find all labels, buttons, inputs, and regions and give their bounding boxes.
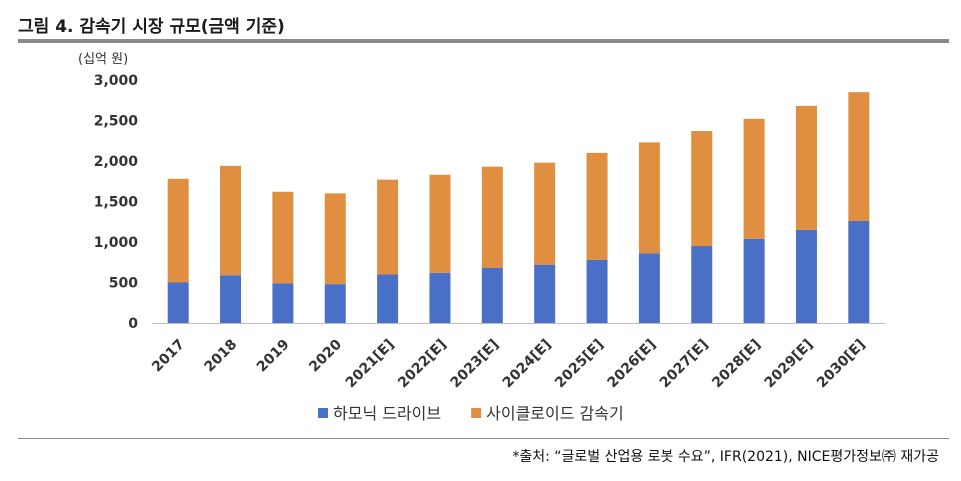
bar-segment xyxy=(743,238,765,323)
source-note: *출처: “글로벌 산업용 로봇 수요”, IFR(2021), NICE평가정… xyxy=(512,449,939,465)
x-tick-label: 2029[E] xyxy=(762,337,817,392)
bar-segment xyxy=(481,267,503,323)
bar-segment xyxy=(167,178,189,283)
bar-segment xyxy=(795,229,817,323)
x-tick-label: 2020 xyxy=(306,336,345,375)
bar-segment xyxy=(220,275,242,323)
bar-segment xyxy=(481,166,503,268)
x-tick-label: 2027[E] xyxy=(657,337,712,392)
x-tick-label: 2022[E] xyxy=(395,337,450,392)
bar-segment xyxy=(429,174,451,273)
bar-segment xyxy=(691,131,713,247)
y-tick-label: 2,500 xyxy=(94,114,139,130)
bar-segment xyxy=(534,162,556,265)
bar-segment xyxy=(848,220,870,323)
bar-segment xyxy=(848,92,870,221)
legend-swatch xyxy=(318,408,328,418)
x-tick-label: 2026[E] xyxy=(605,337,660,392)
legend-label: 하모닉 드라이브 xyxy=(333,404,441,423)
x-tick-label: 2024[E] xyxy=(500,337,555,392)
x-tick-label: 2021[E] xyxy=(343,337,398,392)
y-tick-label: 1,500 xyxy=(94,195,139,211)
y-axis-unit: (십억 원) xyxy=(78,52,129,67)
y-tick-label: 500 xyxy=(109,276,138,292)
bar-segment xyxy=(167,282,189,323)
bar-segment xyxy=(586,259,608,323)
x-tick-label: 2028[E] xyxy=(709,337,764,392)
y-tick-label: 1,000 xyxy=(94,235,139,251)
bar-segment xyxy=(795,105,817,230)
bar-segment xyxy=(429,272,451,323)
x-tick-label: 2025[E] xyxy=(552,337,607,392)
stacked-bar-chart: 0 500 1,000 1,500 2,000 2,500 3,000 2017 2018 201… xyxy=(94,73,885,423)
y-tick-label: 0 xyxy=(128,316,138,332)
bar-segment xyxy=(534,264,556,323)
bar-segment xyxy=(324,193,346,285)
figure-title: 그림 4. 감속기 시장 규모(금액 기준) xyxy=(18,17,285,37)
x-tick-label: 2018 xyxy=(201,337,240,376)
legend-label: 사이클로이드 감속기 xyxy=(486,404,624,423)
y-tick-label: 3,000 xyxy=(94,73,139,89)
bar-segment xyxy=(272,283,294,323)
y-tick-label: 2,000 xyxy=(94,154,139,170)
legend-swatch xyxy=(471,408,482,418)
footer-divider xyxy=(18,438,949,439)
x-tick-label: 2017 xyxy=(149,337,188,376)
bar-segment xyxy=(638,142,660,254)
title-divider xyxy=(18,39,949,43)
bar-segment xyxy=(586,152,608,260)
x-tick-label: 2030[E] xyxy=(814,337,869,392)
bar-segment xyxy=(272,191,294,284)
bar-segment xyxy=(743,118,765,239)
x-tick-label: 2023[E] xyxy=(447,337,502,392)
bar-segment xyxy=(638,253,660,323)
bar-segment xyxy=(220,165,242,276)
bar-segment xyxy=(691,246,713,323)
bar-segment xyxy=(324,284,346,323)
bar-segment xyxy=(377,274,399,323)
x-tick-label: 2019 xyxy=(254,337,293,376)
bar-segment xyxy=(377,179,399,275)
